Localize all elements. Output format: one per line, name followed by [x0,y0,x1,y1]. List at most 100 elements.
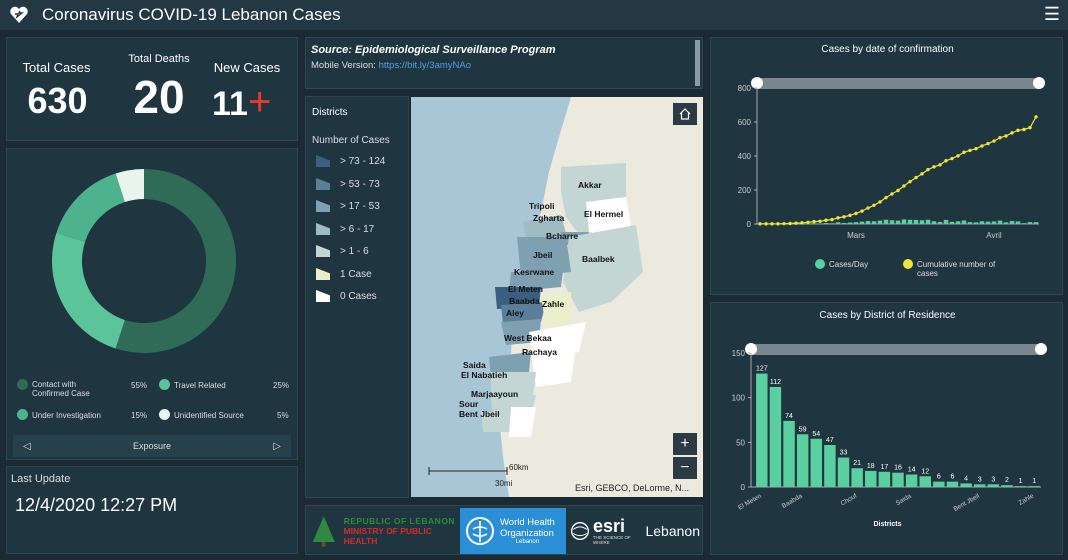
bar-cases-per-day[interactable] [811,223,817,224]
point-cumulative[interactable] [896,188,900,193]
mobile-version-link[interactable]: https://bit.ly/3amyNAo [378,60,471,71]
range-slider-handle-left[interactable] [751,77,763,89]
point-cumulative[interactable] [776,222,780,226]
hamburger-menu-icon[interactable]: ☰ [1043,4,1060,24]
previous-arrow-icon[interactable]: ◁ [23,440,31,452]
bar-district-cases[interactable] [756,373,768,487]
next-arrow-icon[interactable]: ▷ [273,440,281,452]
point-cumulative[interactable] [920,172,924,176]
bar-district-cases[interactable] [973,484,986,487]
point-cumulative[interactable] [800,221,804,225]
point-cumulative[interactable] [788,221,792,226]
point-cumulative[interactable] [758,222,762,226]
point-cumulative[interactable] [1028,125,1032,130]
donut-slice[interactable] [115,169,144,203]
bar-cases-per-day[interactable] [859,221,865,224]
bar-cases-per-day[interactable] [883,219,889,224]
bar-cases-per-day[interactable] [961,220,967,224]
point-cumulative[interactable] [962,150,966,154]
bar-cases-per-day[interactable] [991,221,997,224]
donut-slice[interactable] [52,232,125,349]
point-cumulative[interactable] [866,206,870,210]
map-view[interactable]: Akkar Tripoli Zgharta El Hermel Bcharre … [411,97,703,497]
bar-district-cases[interactable] [837,457,850,487]
point-cumulative[interactable] [992,139,996,143]
point-cumulative[interactable] [1010,131,1014,135]
point-cumulative[interactable] [890,192,894,196]
bar-cases-per-day[interactable] [871,221,877,224]
bar-cases-per-day[interactable] [1021,223,1027,224]
point-cumulative[interactable] [902,184,906,188]
point-cumulative[interactable] [1022,127,1026,132]
zoom-in-button[interactable]: + [673,433,697,455]
point-cumulative[interactable] [830,217,834,222]
bar-cases-per-day[interactable] [847,222,853,224]
donut-slice[interactable] [56,173,125,242]
bar-cases-per-day[interactable] [829,223,835,224]
bar-cases-per-day[interactable] [919,220,925,224]
bar-cases-per-day[interactable] [877,220,883,224]
bar-district-cases[interactable] [905,474,918,487]
bar-district-cases[interactable] [933,481,945,487]
bar-cases-per-day[interactable] [1015,221,1021,224]
point-cumulative[interactable] [848,213,852,218]
point-cumulative[interactable] [926,167,930,172]
range-slider-track[interactable] [757,78,1039,89]
bar-cases-per-day[interactable] [1027,222,1033,224]
bar-district-cases[interactable] [946,481,959,487]
bar-district-cases[interactable] [810,438,823,487]
point-cumulative[interactable] [764,222,768,226]
bar-district-cases[interactable] [1014,486,1027,487]
point-cumulative[interactable] [794,221,798,225]
point-cumulative[interactable] [782,221,786,226]
bar-cases-per-day[interactable] [895,220,901,224]
point-cumulative[interactable] [938,163,942,167]
bar-district-cases[interactable] [987,484,1000,487]
bar-cases-per-day[interactable] [955,221,961,224]
bar-district-cases[interactable] [919,476,931,487]
range-slider-track[interactable] [751,344,1041,355]
point-cumulative[interactable] [998,135,1002,140]
bar-cases-per-day[interactable] [907,219,913,224]
bar-cases-per-day[interactable] [853,222,859,224]
bar-cases-per-day[interactable] [973,222,979,224]
point-cumulative[interactable] [884,195,888,200]
point-cumulative[interactable] [968,148,972,153]
bar-cases-per-day[interactable] [835,222,841,224]
point-cumulative[interactable] [842,215,846,219]
bar-cases-per-day[interactable] [979,221,985,224]
point-cumulative[interactable] [908,179,912,184]
bar-cases-per-day[interactable] [889,220,895,224]
point-cumulative[interactable] [914,175,918,180]
scrollbar[interactable] [695,40,700,86]
bar-cases-per-day[interactable] [1033,222,1039,224]
point-cumulative[interactable] [854,211,858,216]
bar-cases-per-day[interactable] [997,220,1003,224]
point-cumulative[interactable] [974,146,978,151]
point-cumulative[interactable] [986,141,990,146]
point-cumulative[interactable] [806,220,810,224]
range-slider-handle-right[interactable] [1035,343,1047,355]
point-cumulative[interactable] [944,159,948,163]
bar-district-cases[interactable] [851,468,863,487]
bar-cases-per-day[interactable] [913,219,919,224]
bar-cases-per-day[interactable] [931,221,937,224]
home-button[interactable] [673,103,697,125]
bar-district-cases[interactable] [824,445,836,487]
bar-district-cases[interactable] [892,472,904,487]
point-cumulative[interactable] [812,219,816,224]
bar-district-cases[interactable] [1028,486,1040,487]
bar-cases-per-day[interactable] [1003,222,1009,224]
bar-district-cases[interactable] [783,420,795,487]
range-slider-handle-right[interactable] [1033,77,1045,89]
bar-cases-per-day[interactable] [943,219,949,224]
bar-cases-per-day[interactable] [949,221,955,224]
bar-cases-per-day[interactable] [985,221,991,224]
bar-cases-per-day[interactable] [865,220,871,224]
bar-cases-per-day[interactable] [1009,220,1015,224]
range-slider-handle-left[interactable] [745,343,757,355]
point-cumulative[interactable] [818,219,822,223]
bar-district-cases[interactable] [1001,485,1013,487]
donut-slice[interactable] [115,169,237,353]
bar-district-cases[interactable] [878,471,891,487]
